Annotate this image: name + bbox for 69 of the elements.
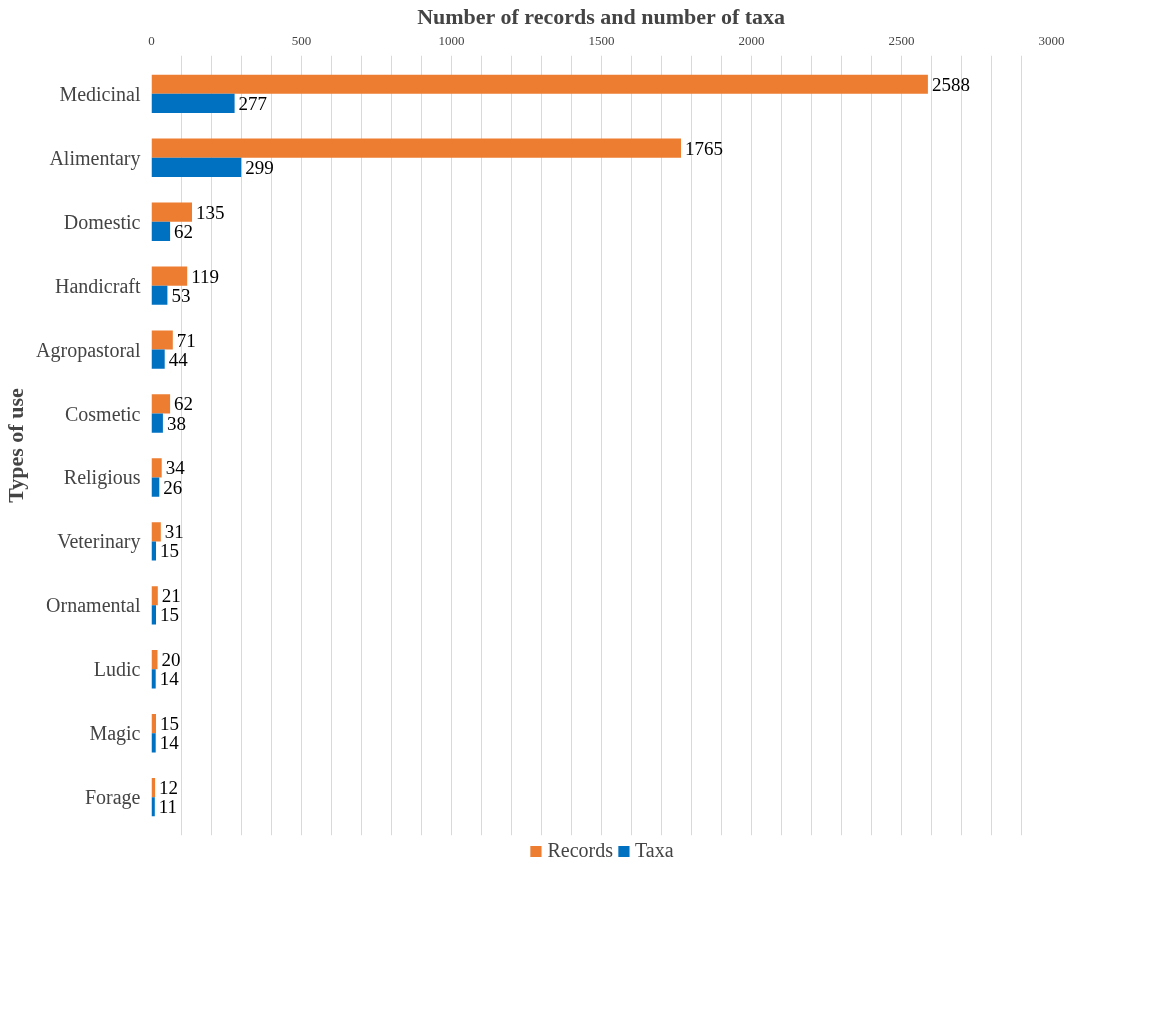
y-tick-label: Domestic	[63, 210, 141, 233]
data-label: 20	[161, 649, 181, 671]
y-tick-label: Magic	[89, 722, 141, 746]
data-label: 15	[160, 713, 179, 735]
bar	[151, 586, 158, 606]
y-tick-label: Alimentary	[49, 146, 141, 170]
bar	[151, 157, 242, 177]
y-axis-title: Types of use	[3, 388, 29, 503]
data-label: 14	[159, 732, 180, 754]
data-label: 2588	[931, 73, 970, 95]
data-label: 135	[196, 201, 225, 223]
bar	[151, 458, 162, 478]
bar	[151, 330, 173, 350]
x-axis-title: Number of records and number of taxa	[417, 3, 786, 29]
legend-label: Records	[547, 839, 613, 862]
data-label: 62	[174, 393, 194, 415]
data-label: 1765	[685, 137, 723, 159]
x-tick-label: 1500	[588, 32, 615, 48]
data-label: 44	[168, 348, 189, 370]
data-label: 26	[163, 476, 183, 498]
x-tick-label: 2500	[888, 32, 915, 48]
y-tick-label: Forage	[84, 786, 141, 810]
bar	[151, 93, 235, 114]
data-label: 14	[159, 668, 180, 690]
bar	[151, 669, 156, 689]
x-tick-label: 2000	[738, 32, 765, 48]
y-tick-label: Religious	[63, 466, 141, 490]
x-tick-label: 500	[291, 32, 312, 48]
y-tick-label: Medicinal	[59, 82, 141, 105]
bar	[151, 202, 192, 222]
data-label: 11	[158, 796, 178, 818]
y-tick-label: Handicraft	[54, 274, 141, 297]
bar	[151, 266, 188, 286]
bar	[151, 349, 165, 369]
bar	[151, 650, 158, 670]
bar	[151, 522, 161, 542]
x-tick-label: 0	[148, 32, 155, 48]
bar	[151, 413, 163, 433]
data-label: 21	[161, 585, 181, 607]
data-label: 277	[238, 92, 268, 114]
data-label: 15	[160, 540, 179, 562]
y-tick-label: Cosmetic	[64, 402, 141, 425]
bar	[151, 285, 168, 305]
y-tick-label: Ludic	[93, 658, 141, 681]
y-tick-label: Veterinary	[57, 530, 141, 554]
bar	[151, 394, 171, 414]
data-label: 31	[164, 521, 184, 543]
data-label: 12	[159, 777, 179, 799]
legend-label: Taxa	[634, 839, 674, 862]
data-label: 38	[166, 412, 186, 434]
data-label: 34	[165, 457, 186, 479]
data-label: 299	[245, 156, 274, 178]
y-tick-label: Ornamental	[46, 594, 141, 617]
data-label: 15	[160, 604, 179, 626]
data-label: 62	[174, 220, 194, 242]
bar	[151, 797, 155, 817]
data-label: 53	[171, 284, 191, 306]
bar	[151, 477, 160, 497]
bar	[151, 221, 171, 241]
bar	[151, 733, 156, 753]
x-tick-label: 1000	[438, 32, 465, 48]
y-tick-label: Agropastoral	[36, 338, 141, 362]
bar	[151, 74, 928, 94]
bar	[151, 605, 156, 625]
x-tick-label: 3000	[1038, 32, 1065, 48]
bar	[151, 541, 156, 561]
data-label: 71	[176, 329, 196, 351]
bar	[151, 138, 681, 158]
data-label: 119	[191, 265, 219, 287]
